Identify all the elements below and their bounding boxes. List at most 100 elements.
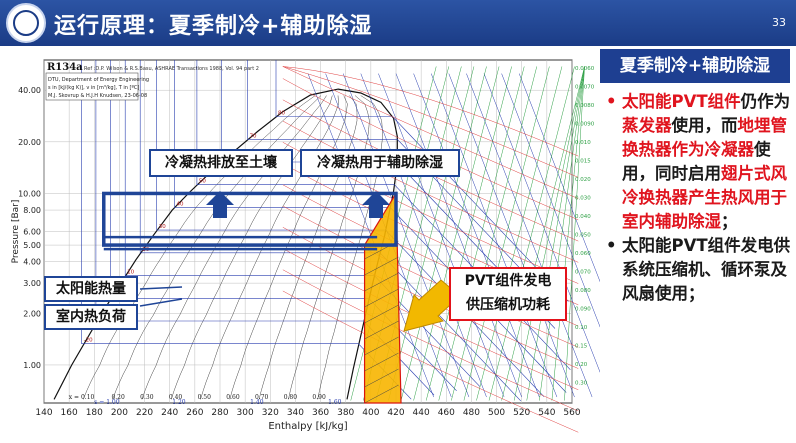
hatch-line (364, 288, 399, 308)
isochore-line (282, 66, 579, 157)
isochore-line (282, 66, 579, 199)
quality-label: 0.20 (111, 394, 125, 401)
solar-heat-label: 太阳能热量 (44, 276, 138, 302)
bullet1-part6: 使用，同时启用 (622, 140, 771, 183)
title-bar: 运行原理：夏季制冷+辅助除湿 33 (0, 0, 796, 46)
entropy-label: 1.60 (328, 399, 342, 406)
quality-line (112, 95, 322, 400)
x-tick-label: 420 (387, 408, 404, 418)
slide-title: 运行原理：夏季制冷+辅助除湿 (54, 14, 373, 39)
pvt-arrow-icon (403, 279, 461, 332)
isochore-line (282, 205, 579, 348)
quality-label: 0.70 (255, 394, 269, 401)
quality-line (258, 95, 358, 400)
entropy-label: 1.20 (172, 399, 186, 406)
y-tick-label: 6.00 (23, 228, 41, 237)
isotherm-line (518, 73, 600, 283)
isotherm-line (430, 73, 558, 398)
temperature-label: 70 (250, 133, 257, 139)
up-arrow-icon (206, 191, 234, 218)
temperature-label: -20 (84, 338, 93, 344)
isentrope-line (388, 66, 475, 401)
isentrope-line (526, 66, 585, 401)
bullet1-part4: 使用，而 (671, 116, 738, 135)
y-tick-label: 40.00 (18, 86, 41, 95)
condense-to-soil-label: 冷凝热排放至土壤 (149, 149, 293, 177)
bullet1-part7: 翅片式风冷换热器产生热风用于室内辅助除湿 (622, 164, 787, 231)
bullet-list: • 太阳能PVT组件仍作为蒸发器使用，而地埋管换热器作为冷凝器使用，同时启用翅片式… (606, 90, 792, 306)
density-label: 0.020 (575, 177, 591, 183)
quality-line (200, 95, 339, 400)
isochore-line (282, 120, 579, 263)
x-tick-label: 460 (438, 408, 455, 418)
isochore-line (282, 66, 579, 178)
density-label: 0.10 (575, 325, 588, 331)
isentrope-line (400, 66, 487, 401)
chart-reference: Ref :D.P. Wilson & R.S.Basu, ASHRAE Tran… (84, 66, 259, 72)
density-label: 0.090 (575, 307, 591, 313)
isentrope-line (551, 66, 585, 401)
y-tick-label: 1.00 (23, 361, 41, 370)
y-tick-label: 5.00 (23, 241, 41, 250)
density-label: 0.010 (575, 140, 591, 146)
chart-title: R134a (47, 62, 83, 73)
density-label: 0.20 (575, 362, 588, 368)
isentrope-line (564, 66, 585, 401)
density-label: 0.040 (575, 214, 591, 220)
x-tick-label: 140 (35, 408, 52, 418)
x-tick-label: 160 (61, 408, 78, 418)
isentrope-line (463, 66, 550, 401)
quality-line (288, 95, 370, 400)
isotherm-line (360, 73, 487, 398)
x-tick-label: 340 (287, 408, 304, 418)
up-arrow-icon (362, 191, 390, 218)
temperature-label: 80 (278, 111, 285, 117)
temperature-label: 40 (177, 201, 184, 207)
isochore-line (282, 269, 579, 412)
isentrope-line (488, 66, 575, 401)
pointer-line (139, 298, 183, 307)
legend-line: DTU, Department of Energy Engineering (48, 77, 149, 83)
density-label: 0.0070 (575, 85, 595, 91)
x-tick-label: 400 (362, 408, 379, 418)
density-label: 0.030 (575, 196, 591, 202)
bullet1-part5: 地埋管换热器作为冷凝器 (622, 116, 787, 159)
bullet-item: • 太阳能PVT组件仍作为蒸发器使用，而地埋管换热器作为冷凝器使用，同时启用翅片式… (606, 90, 792, 234)
isotherm-line (342, 73, 470, 398)
temperature-label: 10 (127, 270, 134, 276)
pvt-power-label: PVT组件发电 供压缩机功耗 (449, 267, 567, 321)
x-tick-label: 500 (488, 408, 505, 418)
bullet1-part1: 太阳能PVT组件 (622, 92, 741, 111)
isentrope-line (451, 66, 538, 401)
entropy-label: 1.40 (250, 399, 264, 406)
quality-label: 0.80 (284, 394, 298, 401)
legend-line: M.J. Skovrup & H.J.H Knudsen, 23-06-08 (48, 93, 147, 99)
density-label: 0.015 (575, 159, 591, 165)
y-axis-label: Pressure [Bar] (11, 200, 21, 264)
density-label: 0.060 (575, 251, 591, 257)
density-label: 0.0080 (575, 103, 595, 109)
isentrope-line (413, 66, 500, 401)
quality-line (317, 95, 383, 400)
isotherm-line (466, 73, 593, 398)
x-tick-label: 200 (111, 408, 128, 418)
pvt-line-2: 供压缩机功耗 (466, 297, 550, 313)
x-tick-label: 300 (237, 408, 254, 418)
x-tick-label: 380 (337, 408, 354, 418)
bullet1-part3: 蒸发器 (622, 116, 672, 135)
hatch-line (364, 352, 399, 372)
density-label: 0.0090 (575, 122, 595, 128)
bullet-dot: • (606, 92, 617, 111)
condense-for-dehum-label: 冷凝热用于辅助除湿 (300, 149, 460, 177)
isochore-line (282, 290, 579, 433)
isentrope-line (425, 66, 512, 401)
density-label: 0.070 (575, 270, 591, 276)
y-tick-label: 8.00 (23, 206, 41, 215)
x-tick-label: 220 (136, 408, 153, 418)
sidebar-title: 夏季制冷+辅助除湿 (600, 49, 790, 83)
hatch-line (364, 304, 399, 324)
hatch-line (364, 336, 399, 356)
pvt-line-1: PVT组件发电 (464, 273, 552, 289)
bullet-dot: • (606, 236, 617, 255)
density-label: 0.15 (575, 344, 588, 350)
